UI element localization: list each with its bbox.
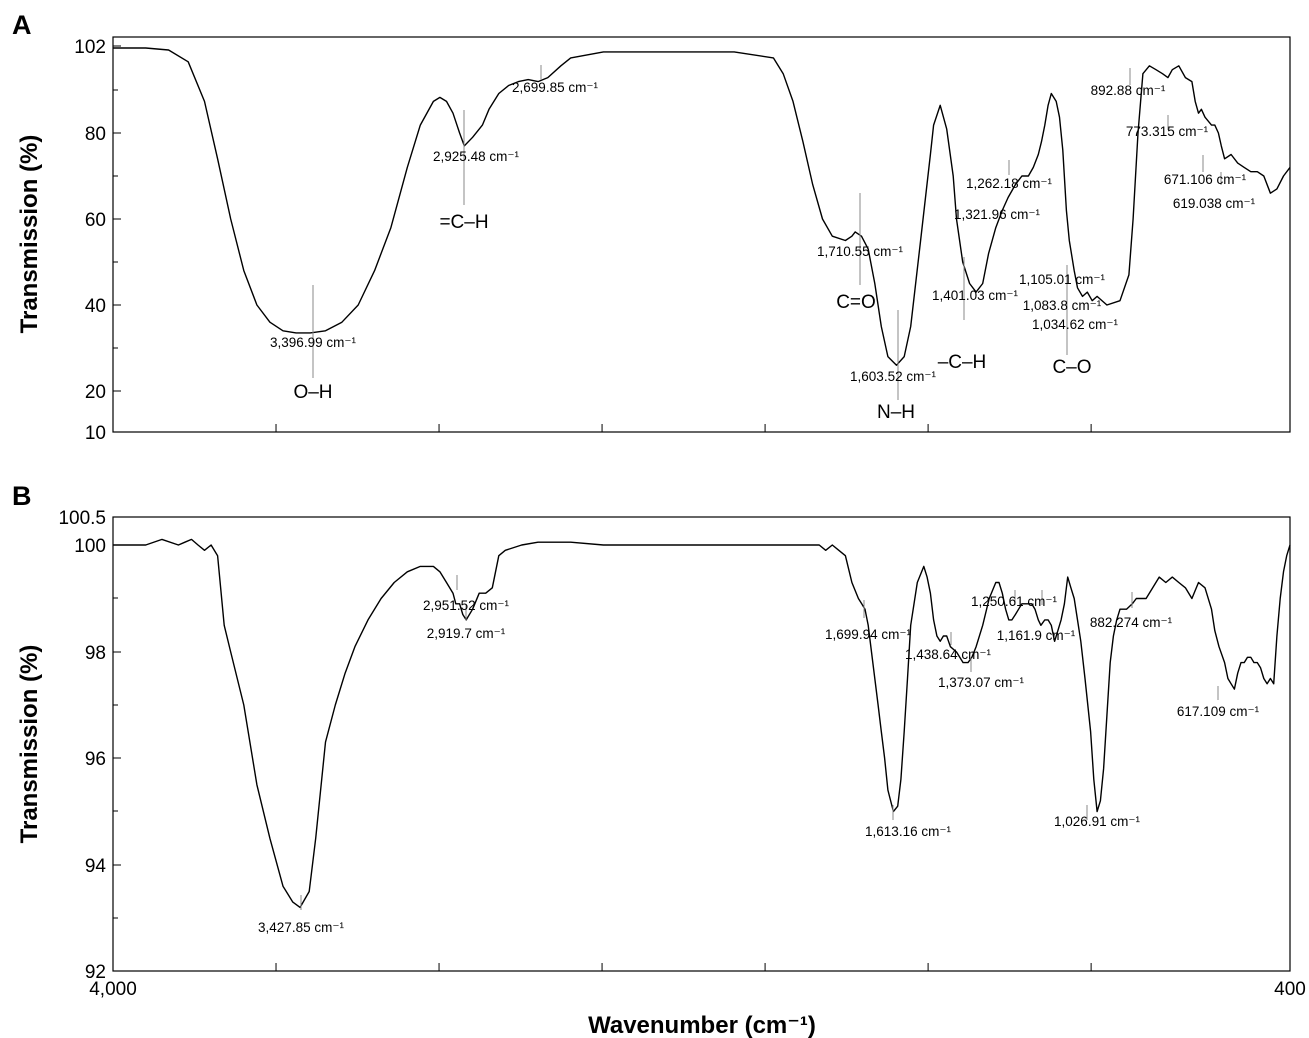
peak-label: 1,438.64 cm⁻¹	[905, 647, 991, 662]
peak-label: 1,034.62 cm⁻¹	[1032, 317, 1118, 332]
plot-frame	[112, 36, 1291, 433]
y-tick-label: 92	[85, 962, 106, 983]
peak-label: 1,603.52 cm⁻¹	[850, 369, 936, 384]
functional-group-label: O–H	[293, 382, 332, 403]
y-axis-title: Transmission (%)	[16, 645, 43, 844]
peak-label: 1,710.55 cm⁻¹	[817, 244, 903, 259]
peak-label: 2,699.85 cm⁻¹	[512, 80, 598, 95]
functional-group-label: C=O	[836, 292, 876, 313]
peak-label: 3,396.99 cm⁻¹	[270, 335, 356, 350]
peak-label: 1,105.01 cm⁻¹	[1019, 272, 1105, 287]
y-tick-label: 100	[74, 536, 106, 557]
spectrum-line	[113, 47, 1291, 366]
peak-label: 1,250.61 cm⁻¹	[971, 594, 1057, 609]
peak-label: 671.106 cm⁻¹	[1164, 172, 1247, 187]
functional-group-label: C–O	[1052, 357, 1091, 378]
x-tick-label-right: 400	[1274, 979, 1306, 1000]
y-tick-label: 100.5	[58, 508, 106, 529]
peak-label: 1,026.91 cm⁻¹	[1054, 814, 1140, 829]
peak-label: 882.274 cm⁻¹	[1090, 615, 1173, 630]
panel-b: B Transmission (%) 92 94 96 98 100 100.5 3,427.8…	[12, 481, 1291, 983]
y-tick-label: 94	[85, 856, 107, 877]
peak-label: 619.038 cm⁻¹	[1173, 196, 1256, 211]
peak-label: 1,373.07 cm⁻¹	[938, 675, 1024, 690]
y-tick-label: 102	[74, 37, 106, 58]
peak-label: 617.109 cm⁻¹	[1177, 704, 1260, 719]
peak-label: 773.315 cm⁻¹	[1126, 124, 1209, 139]
peak-label: 892.88 cm⁻¹	[1091, 83, 1166, 98]
spectrum-line	[113, 538, 1291, 909]
functional-group-label: –C–H	[938, 352, 987, 373]
panel-letter: B	[12, 481, 32, 511]
y-axis-title: Transmission (%)	[16, 135, 43, 334]
peak-label: 2,951.52 cm⁻¹	[423, 598, 509, 613]
peak-label: 1,262.18 cm⁻¹	[966, 176, 1052, 191]
peak-label: 1,083.8 cm⁻¹	[1023, 298, 1102, 313]
y-tick-label: 80	[85, 124, 106, 145]
peak-label: 1,699.94 cm⁻¹	[825, 627, 911, 642]
x-axis-title: Wavenumber (cm⁻¹)	[588, 1012, 816, 1038]
y-tick-label: 10	[85, 423, 106, 444]
y-tick-label: 40	[85, 296, 106, 317]
y-tick-label: 98	[85, 643, 106, 664]
peak-label: 2,925.48 cm⁻¹	[433, 149, 519, 164]
y-tick-label: 96	[85, 749, 106, 770]
panel-letter: A	[12, 10, 32, 40]
peak-label: 1,401.03 cm⁻¹	[932, 288, 1018, 303]
peak-label: 3,427.85 cm⁻¹	[258, 920, 344, 935]
shared-x-axis: 4,000 400 Wavenumber (cm⁻¹)	[89, 979, 1306, 1038]
x-tick-label-left: 4,000	[89, 979, 137, 1000]
peak-label: 1,613.16 cm⁻¹	[865, 824, 951, 839]
y-tick-label: 60	[85, 210, 106, 231]
peak-label: 2,919.7 cm⁻¹	[427, 626, 506, 641]
functional-group-label: =C–H	[439, 212, 488, 233]
functional-group-label: N–H	[877, 402, 915, 423]
peak-label: 1,321.96 cm⁻¹	[954, 207, 1040, 222]
peak-label: 1,161.9 cm⁻¹	[997, 628, 1076, 643]
panel-a: A Transmission (%) 10 20 40 60 80 102 3,396.99 c…	[12, 10, 1291, 444]
plot-frame	[112, 516, 1291, 972]
y-tick-label: 20	[85, 382, 106, 403]
